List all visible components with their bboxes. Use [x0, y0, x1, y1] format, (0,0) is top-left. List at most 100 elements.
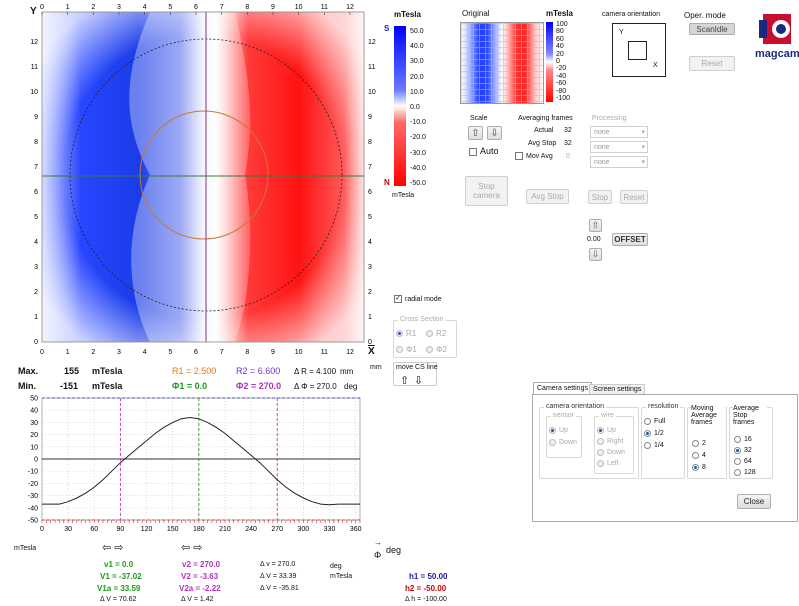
res-full-radio[interactable]	[644, 417, 651, 425]
reset-button[interactable]: Reset	[620, 190, 648, 204]
colorbar-tick: 10.0	[410, 88, 424, 96]
as-64-radio[interactable]	[734, 457, 741, 465]
chart-phi-symbol: Φ	[374, 550, 382, 560]
heatmap-y-tick-right: 10	[368, 89, 376, 96]
heatmap-x-tick-top: 9	[271, 4, 275, 11]
movavg-label: Mov Avg	[526, 152, 553, 160]
r2-radio[interactable]	[426, 330, 433, 338]
cursor1-arrows-icon[interactable]: ⇦ ⇨	[102, 542, 124, 554]
res-half-radio[interactable]	[644, 429, 651, 437]
wire-left-label: Left	[607, 459, 619, 467]
original-colorbar-tick: -40	[556, 72, 567, 80]
move-cs-down-icon[interactable]: ⇩	[414, 375, 424, 387]
colorbar-unit: mTesla	[394, 10, 421, 19]
heatmap-y-tick-left: 0	[34, 339, 38, 346]
heatmap-x-tick-bottom: 6	[194, 349, 198, 356]
scale-up-button[interactable]: ⇧	[468, 126, 483, 140]
heatmap-x-tick-top: 3	[117, 4, 121, 11]
processing-combo-3[interactable]: none	[590, 156, 648, 168]
wire-down-radio[interactable]	[597, 448, 604, 456]
move-cs-group: move CS line ⇧ ⇩	[393, 362, 438, 387]
profile-chart[interactable]: 50 40 30 20 10 0 -10 -20 -30 -40 -50 0 30 60 90 120 150 1…	[0, 392, 380, 542]
colorbar-n-label: N	[384, 178, 390, 187]
chart-y-tick: -30	[28, 493, 38, 500]
cursor2-arrows-icon[interactable]: ⇦ ⇨	[181, 542, 203, 554]
auto-label: Auto	[480, 146, 499, 156]
chart-series-line	[42, 416, 360, 506]
auto-checkbox[interactable]: Auto	[469, 146, 499, 156]
sensor-up-radio[interactable]	[549, 426, 556, 434]
wire-title: wire	[599, 412, 616, 419]
phi2-radio[interactable]	[426, 346, 433, 354]
heatmap-x-tick-top: 2	[91, 4, 95, 11]
avg-stop-button[interactable]: Avg Stop	[526, 189, 569, 204]
heatmap-panel[interactable]: 0 0 1 1 2 2 3 3 4 4 5 5 6 6 7 7 8 8 9 9 10 10 11 11 12 12 12 12 11 11…	[0, 0, 382, 371]
chart-y-tick: 40	[30, 408, 38, 415]
avgstop-label: Avg Stop	[528, 140, 557, 147]
max-label: Max.	[18, 366, 39, 376]
mov-2-radio[interactable]	[692, 439, 699, 447]
tab-screen-settings[interactable]: Screen settings	[589, 384, 646, 395]
magcam-logo: magcam	[755, 10, 799, 62]
heatmap-y-tick-left: 11	[31, 64, 38, 71]
dr-unit: mm	[340, 367, 354, 376]
original-thumbnail	[460, 22, 544, 104]
colorbar-gradient	[394, 26, 406, 186]
offset-button[interactable]: OFFSET	[612, 233, 648, 246]
scale-title: Scale	[470, 115, 488, 122]
resolution-title: resolution	[646, 403, 681, 410]
mov-8-radio[interactable]	[692, 463, 699, 471]
res-quarter-radio[interactable]	[644, 441, 651, 449]
colorbar-tick: 50.0	[410, 28, 424, 35]
move-cs-title: move CS line	[396, 364, 438, 371]
processing-combo-1[interactable]: none	[590, 126, 648, 138]
movavg-checkbox[interactable]: Mov Avg	[515, 152, 553, 161]
wire-up-radio[interactable]	[597, 426, 604, 434]
chart-y-tick: -20	[28, 481, 38, 488]
wire-right-radio[interactable]	[597, 437, 604, 445]
sensor-down-radio[interactable]	[549, 438, 556, 446]
min-value: -151	[60, 381, 79, 391]
mov-4-radio[interactable]	[692, 451, 699, 459]
V1a-readout: V1a = 33.59	[97, 584, 141, 593]
heatmap-x-tick-bottom: 1	[66, 349, 70, 356]
dv-unit: deg	[330, 563, 342, 570]
chart-x-arrow: →	[374, 538, 382, 547]
move-cs-up-icon[interactable]: ⇧	[400, 375, 410, 387]
processing-combo-2[interactable]: none	[590, 141, 648, 153]
phi1-radio[interactable]	[396, 346, 403, 354]
as-16-radio[interactable]	[734, 435, 741, 443]
r1-radio[interactable]	[396, 330, 403, 338]
as-32-radio[interactable]	[734, 446, 741, 454]
offset-down-button[interactable]: ⇩	[589, 248, 602, 261]
wire-left-radio[interactable]	[597, 459, 604, 467]
dV-unit: mTesla	[330, 573, 353, 580]
scanidle-button[interactable]: ScanIdle	[689, 23, 735, 35]
original-colorbar-tick: 80	[556, 28, 564, 36]
original-colorbar-tick: -80	[556, 87, 567, 95]
scale-down-button[interactable]: ⇩	[487, 126, 502, 140]
radial-mode-checkbox[interactable]: ✓ radial mode	[394, 295, 442, 303]
oper-reset-button[interactable]: Reset	[689, 56, 735, 71]
original-colorbar-tick: 20	[556, 50, 564, 58]
as-128-radio[interactable]	[734, 468, 741, 476]
wire-up-label: Up	[607, 426, 616, 434]
y-axis-letter: Y	[30, 6, 37, 17]
heatmap-x-tick-top: 12	[346, 4, 354, 11]
r2-label: R2	[436, 329, 447, 338]
V1-readout: V1 = -37.02	[100, 572, 142, 581]
camera-orientation-title: camera orientation	[602, 11, 660, 18]
heatmap-y-tick-left: 8	[34, 139, 38, 146]
heatmap-y-tick-right: 2	[368, 289, 372, 296]
stop-camera-button[interactable]: Stop camera	[465, 176, 508, 206]
stop-button[interactable]: Stop	[588, 190, 612, 204]
heatmap-x-tick-top: 11	[321, 4, 328, 11]
wire-right-label: Right	[607, 437, 624, 445]
close-button[interactable]: Close	[737, 494, 771, 509]
offset-up-button[interactable]: ⇧	[589, 219, 602, 232]
as-32-label: 32	[744, 446, 752, 454]
heatmap-y-tick-right: 3	[368, 264, 372, 271]
chart-xlabel: deg	[386, 545, 402, 555]
